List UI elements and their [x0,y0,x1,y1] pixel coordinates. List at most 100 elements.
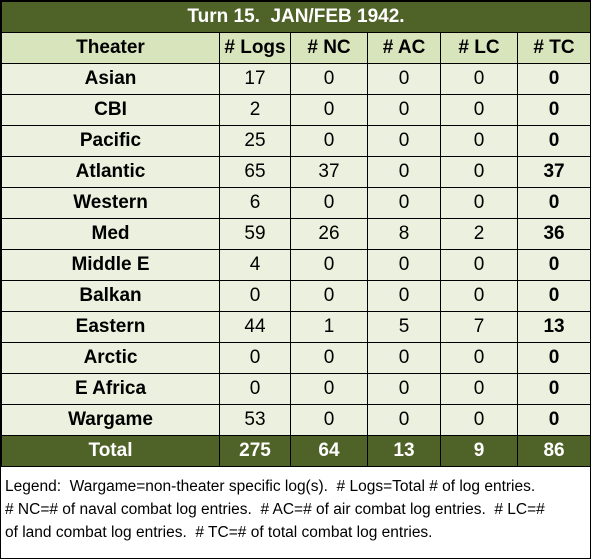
cell: 0 [290,373,368,405]
row-label: Atlantic [1,156,220,188]
cell: 53 [219,404,291,436]
cell: 0 [440,125,518,157]
cell: 64 [290,435,368,467]
cell: 4 [219,249,291,281]
cell: 9 [440,435,518,467]
cell: 65 [219,156,291,188]
legend-line: of land combat log entries. # TC=# of to… [5,524,433,541]
cell: 0 [367,156,441,188]
cell: 0 [219,280,291,312]
row-label: Arctic [1,342,220,374]
cell: # Logs [219,32,291,64]
data-row: Asian 17 0 0 0 0 [1,63,591,95]
legend: Legend: Wargame=non-theater specific log… [1,467,590,544]
row-label: Total [1,435,220,467]
cell: 0 [367,94,441,126]
cell: 26 [290,218,368,250]
cell: 0 [440,373,518,405]
cell: 0 [367,280,441,312]
cell: 8 [367,218,441,250]
data-row: E Africa 0 0 0 0 0 [1,373,591,405]
row-label: Theater [1,32,220,64]
legend-line: Legend: Wargame=non-theater specific log… [5,478,536,495]
cell: 0 [516,373,591,405]
row-label: Western [1,187,220,219]
row-label: Pacific [1,125,220,157]
table-body: Turn 15. JAN/FEB 1942. Theater # Logs # NC… [0,1,591,467]
cell: # LC [440,32,518,64]
cell: 275 [219,435,291,467]
data-row: Balkan 0 0 0 0 0 [1,280,591,312]
total-row: Total 275 64 13 9 86 [1,435,591,467]
cell: 37 [290,156,368,188]
cell: 0 [367,63,441,95]
cell: 0 [516,187,591,219]
data-row: Atlantic 65 37 0 0 37 [1,156,591,188]
cell: 0 [516,404,591,436]
cell: 0 [290,249,368,281]
cell: 0 [440,342,518,374]
cell: 0 [367,404,441,436]
cell: 0 [367,187,441,219]
cell: 0 [440,63,518,95]
cell: 0 [367,125,441,157]
cell: 0 [290,342,368,374]
cell: 25 [219,125,291,157]
row-label: Eastern [1,311,220,343]
cell: 0 [367,373,441,405]
cell: 1 [290,311,368,343]
legend-line: # NC=# of naval combat log entries. # AC… [5,501,545,518]
cell: 0 [440,249,518,281]
cell: 0 [290,187,368,219]
cell: 0 [367,249,441,281]
data-row: Arctic 0 0 0 0 0 [1,342,591,374]
cell: 0 [440,94,518,126]
header-row: Theater # Logs # NC # AC # LC # TC [1,32,591,64]
cell: 0 [290,94,368,126]
title-row: Turn 15. JAN/FEB 1942. [0,1,591,33]
data-row: CBI 2 0 0 0 0 [1,94,591,126]
cell: 59 [219,218,291,250]
cell: 2 [440,218,518,250]
cell: 0 [290,404,368,436]
data-row: Med 59 26 8 2 36 [1,218,591,250]
cell: 0 [440,187,518,219]
data-row: Wargame 53 0 0 0 0 [1,404,591,436]
cell: 0 [290,63,368,95]
row-label: Wargame [1,404,220,436]
cell: 7 [440,311,518,343]
data-row: Pacific 25 0 0 0 0 [1,125,591,157]
cell: # TC [516,32,591,64]
title: Turn 15. JAN/FEB 1942. [0,1,591,33]
row-label: E Africa [1,373,220,405]
cell: 5 [367,311,441,343]
cell: 17 [219,63,291,95]
cell: 0 [516,63,591,95]
cell: 86 [516,435,591,467]
cell: 0 [290,125,368,157]
table: Turn 15. JAN/FEB 1942. Theater # Logs # NC… [0,1,591,467]
data-row: Western 6 0 0 0 0 [1,187,591,219]
cell: 0 [367,342,441,374]
cell: 0 [516,342,591,374]
cell: # AC [367,32,441,64]
row-label: Asian [1,63,220,95]
row-label: Med [1,218,220,250]
data-row: Eastern 44 1 5 7 13 [1,311,591,343]
cell: 36 [516,218,591,250]
cell: 0 [219,373,291,405]
row-label: CBI [1,94,220,126]
cell: 44 [219,311,291,343]
cell: 0 [440,280,518,312]
cell: 0 [516,249,591,281]
cell: 0 [516,94,591,126]
cell: 6 [219,187,291,219]
cell: 13 [367,435,441,467]
cell: 0 [516,125,591,157]
cell: 0 [290,280,368,312]
cell: # NC [290,32,368,64]
cell: 0 [440,156,518,188]
